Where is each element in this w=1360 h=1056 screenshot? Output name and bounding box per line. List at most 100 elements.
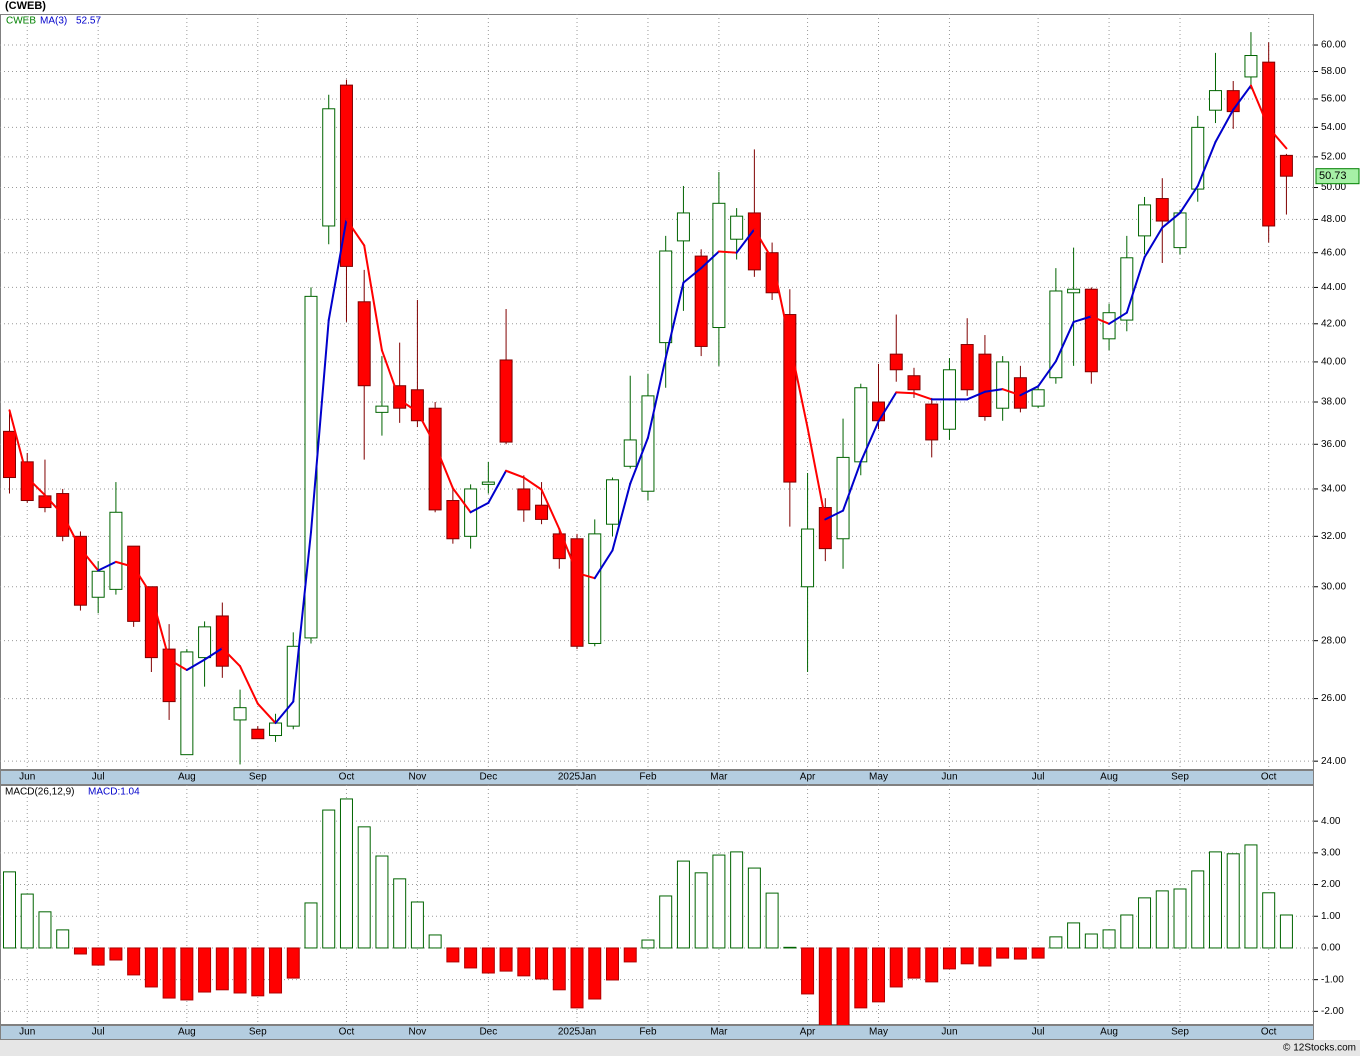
macd-bar (1013, 947, 1027, 960)
ma-segment (292, 531, 312, 703)
ma-segment (132, 565, 153, 596)
candle-body (659, 250, 673, 344)
x-tick-label: Oct (1261, 772, 1277, 783)
macd-bar (854, 947, 868, 1009)
x-tick-label: Jun (941, 1027, 957, 1038)
candle-body (801, 528, 815, 588)
candle-body (322, 108, 336, 227)
candle-body (20, 461, 34, 502)
candle-body (694, 255, 708, 347)
candle-body (836, 456, 850, 540)
y-tick-label: 54.00 (1321, 122, 1346, 133)
candle-body (605, 479, 619, 525)
ma-segment (416, 410, 437, 446)
macd-bar (322, 809, 336, 949)
ma-segment (1249, 84, 1270, 129)
candle-body (1173, 212, 1187, 249)
x-tick-label: Nov (409, 772, 427, 783)
y-tick-label: 30.00 (1321, 581, 1346, 592)
macd-bar (517, 947, 531, 977)
ma-segment (451, 487, 472, 514)
candle-body (428, 407, 442, 511)
macd-bar (1208, 851, 1222, 949)
macd-bar (446, 947, 460, 963)
macd-bar (1049, 936, 1063, 949)
ma-segment (576, 572, 596, 580)
candle-body (996, 361, 1010, 409)
ma-segment (629, 436, 649, 485)
candle-body (1067, 288, 1081, 294)
x-tick-label: Mar (710, 772, 728, 783)
ma-segment (1072, 315, 1093, 323)
x-tick-label: Jun (941, 772, 957, 783)
macd-bar (304, 902, 318, 949)
macd-bar (56, 929, 70, 949)
candle-body (339, 84, 353, 267)
ma-segment (735, 228, 756, 254)
macd-bar (1279, 914, 1293, 949)
macd-bar (1084, 933, 1098, 949)
macd-bar (942, 947, 956, 970)
macd-bar (1102, 929, 1116, 949)
ma-segment (771, 258, 791, 344)
ma-segment (522, 476, 543, 491)
x-tick-label: Feb (639, 1027, 657, 1038)
ma-segment (1267, 126, 1288, 150)
ma-segment (1001, 388, 1022, 397)
chart-title: (CWEB) (5, 0, 46, 12)
macd-bar (605, 947, 619, 981)
ma-segment (540, 488, 561, 531)
ma-segment (1054, 320, 1075, 363)
candle-body (233, 707, 247, 721)
candle-body (215, 615, 229, 667)
x-tick-label: May (869, 1027, 888, 1038)
candle-body (1102, 312, 1116, 340)
x-tick-label: 2025Jan (558, 772, 596, 783)
ma-segment (646, 357, 667, 439)
candle-body (1031, 389, 1045, 407)
ma-segment (1108, 311, 1128, 325)
x-tick-label: Aug (1100, 1027, 1118, 1038)
ma-segment (256, 702, 277, 725)
ma-segment (806, 426, 827, 521)
macd-bar (38, 911, 52, 949)
macd-bar (73, 947, 87, 955)
candle-body (535, 504, 549, 520)
ma-segment (309, 319, 330, 534)
macd-bar (925, 947, 939, 983)
candle-body (641, 395, 655, 492)
macd-bar (393, 878, 407, 949)
macd-bar (286, 947, 300, 979)
ma-segment (983, 388, 1004, 393)
ma-segment (912, 392, 933, 401)
x-tick-label: Dec (479, 1027, 497, 1038)
legend-symbol: CWEB (6, 16, 36, 27)
candle-body (1244, 55, 1258, 78)
candles (3, 32, 1293, 765)
candle-body (269, 722, 283, 737)
ma-segment (8, 409, 29, 479)
candle-body (446, 500, 460, 540)
macd-bar (818, 947, 832, 1025)
x-tick-label: Oct (339, 1027, 355, 1038)
candle-body (304, 295, 318, 639)
ma-segment (1161, 211, 1182, 229)
date-strip (0, 1025, 1314, 1040)
macd-bar (410, 901, 424, 949)
candle-body (676, 212, 690, 242)
x-tick-label: 2025Jan (558, 1027, 596, 1038)
macd-bar (623, 947, 637, 963)
y-tick-label: 34.00 (1321, 484, 1346, 495)
macd-bar (428, 934, 442, 949)
ma-segment (593, 549, 614, 580)
candle-body (375, 405, 389, 413)
candle-body (747, 212, 761, 271)
macd-bar (1262, 892, 1276, 949)
y-tick-label: 2.00 (1321, 879, 1341, 890)
candle-body (1155, 198, 1169, 222)
y-tick-label: 26.00 (1321, 693, 1346, 704)
macd-bar (765, 892, 779, 949)
macd-bar (91, 947, 105, 966)
ma-segment (380, 349, 401, 401)
y-tick-label: 1.00 (1321, 911, 1341, 922)
